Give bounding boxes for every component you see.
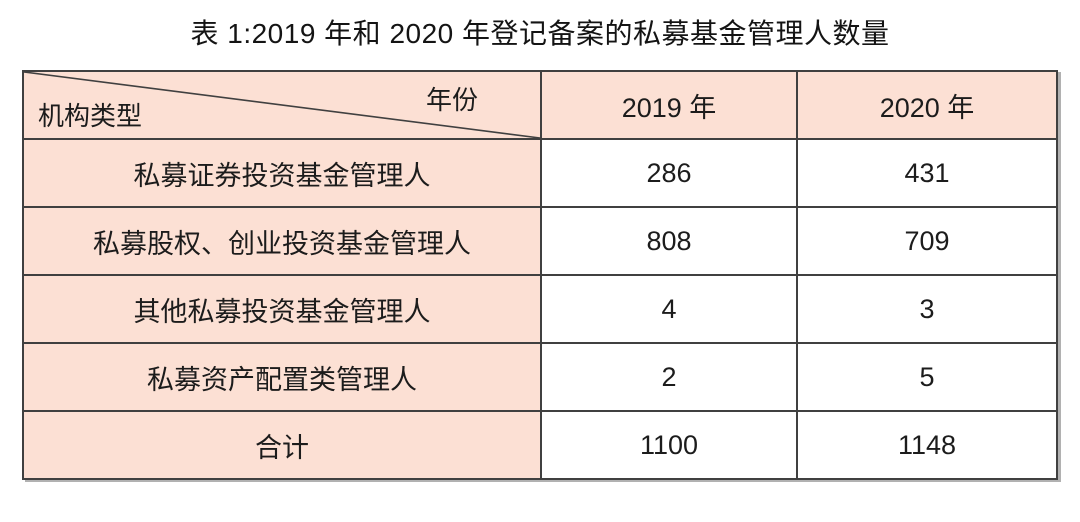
column-header-2020: 2020 年 xyxy=(796,70,1058,140)
col-axis-label: 年份 xyxy=(425,85,478,115)
header-row: 机构类型 年份 2019 年 2020 年 xyxy=(22,70,1058,140)
value-2020: 431 xyxy=(796,138,1058,208)
table-title: 表 1:2019 年和 2020 年登记备案的私募基金管理人数量 xyxy=(190,18,890,49)
value-2020: 3 xyxy=(796,274,1058,344)
row-label-total: 合计 xyxy=(22,410,542,480)
value-2019: 2 xyxy=(540,342,798,412)
value-2019: 808 xyxy=(540,206,798,276)
value-2020: 709 xyxy=(796,206,1058,276)
row-label: 私募证券投资基金管理人 xyxy=(22,138,542,208)
diagonal-divider-line xyxy=(24,72,540,138)
table-row: 私募资产配置类管理人 2 5 xyxy=(22,342,1058,412)
value-2020: 5 xyxy=(796,342,1058,412)
value-2019: 4 xyxy=(540,274,798,344)
table-row: 其他私募投资基金管理人 4 3 xyxy=(22,274,1058,344)
value-2019: 286 xyxy=(540,138,798,208)
row-label: 其他私募投资基金管理人 xyxy=(22,274,542,344)
table-row: 私募证券投资基金管理人 286 431 xyxy=(22,138,1058,208)
corner-header-cell: 机构类型 年份 xyxy=(22,70,542,140)
value-2020-total: 1148 xyxy=(796,410,1058,480)
table-row: 私募股权、创业投资基金管理人 808 709 xyxy=(22,206,1058,276)
row-axis-label: 机构类型 xyxy=(38,101,143,131)
table-row-total: 合计 1100 1148 xyxy=(22,410,1058,480)
row-label: 私募资产配置类管理人 xyxy=(22,342,542,412)
value-2019-total: 1100 xyxy=(540,410,798,480)
row-label: 私募股权、创业投资基金管理人 xyxy=(22,206,542,276)
column-header-2019: 2019 年 xyxy=(540,70,798,140)
fund-managers-table: 机构类型 年份 2019 年 2020 年 私募证券投资基金管理人 286 43… xyxy=(22,70,1058,480)
